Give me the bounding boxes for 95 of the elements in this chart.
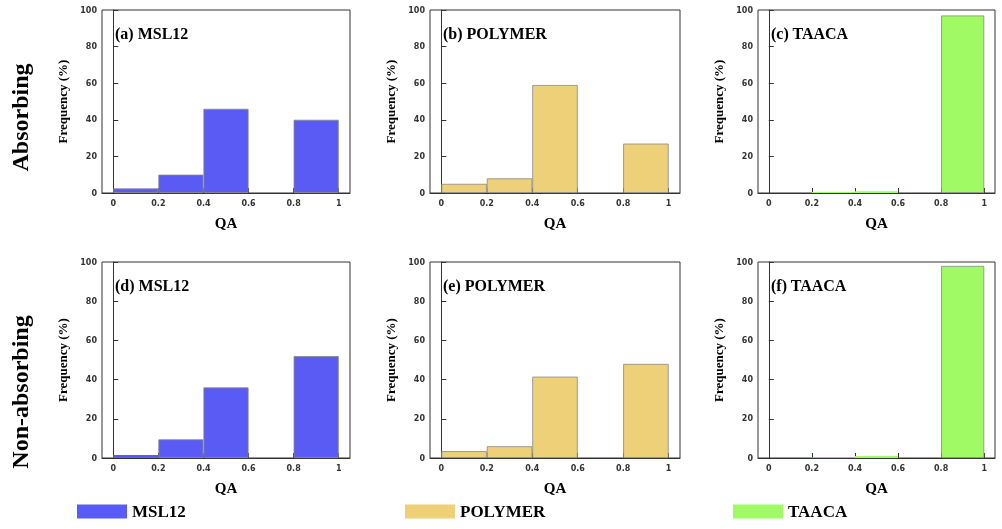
x-tick-label: 0 <box>765 463 772 473</box>
x-axis-title: QA <box>865 214 888 231</box>
x-tick-label: 0 <box>765 198 772 208</box>
text: (c) TAACA <box>771 24 849 43</box>
x-tick-label: 0.8 <box>616 198 631 208</box>
y-tick-label: 60 <box>741 335 754 345</box>
y-axis-title: Frequency (%) <box>383 59 399 144</box>
x-tick-label: 0 <box>438 463 445 473</box>
text: (e) POLYMER <box>443 276 546 295</box>
y-tick-label: 40 <box>85 375 98 385</box>
y-tick-label: 40 <box>413 375 426 385</box>
x-tick-label: 1 <box>981 463 988 473</box>
text: (b) POLYMER <box>443 24 548 43</box>
y-tick-label: 40 <box>413 115 426 125</box>
y-tick-label: 20 <box>85 414 98 424</box>
x-tick-label: 0.2 <box>151 198 166 208</box>
x-tick-label: 0.4 <box>196 463 211 473</box>
y-tick-label: 100 <box>408 5 426 15</box>
y-tick-label: 80 <box>85 42 98 52</box>
y-tick-label: 0 <box>747 188 754 198</box>
x-tick-label: 0.6 <box>890 198 906 208</box>
x-tick-label: 0.8 <box>286 198 302 208</box>
x-tick-label: 0.8 <box>934 198 949 208</box>
text: (d) MSL12 <box>115 276 190 295</box>
y-tick-label: 40 <box>85 115 98 125</box>
y-tick-label: 20 <box>413 151 426 161</box>
y-tick-label: 100 <box>736 257 754 267</box>
x-axis-title: QA <box>865 479 888 496</box>
x-axis-title: QA <box>214 214 238 231</box>
y-tick-label: 80 <box>741 296 754 306</box>
y-tick-label: 0 <box>91 188 98 198</box>
y-tick-label: 80 <box>413 42 426 52</box>
y-axis-title: Frequency (%) <box>383 318 399 402</box>
y-tick-label: 20 <box>85 151 98 161</box>
text: Non-absorbing <box>7 315 33 469</box>
legend-label: TAACA <box>788 502 848 521</box>
y-tick-label: 20 <box>741 151 754 161</box>
y-tick-label: 40 <box>741 115 754 125</box>
y-tick-label: 40 <box>741 375 754 385</box>
y-tick-label: 60 <box>413 78 426 88</box>
x-tick-label: 0.8 <box>934 463 949 473</box>
x-tick-label: 0.8 <box>286 463 302 473</box>
y-tick-label: 80 <box>85 296 98 306</box>
x-tick-label: 0.4 <box>525 463 540 473</box>
y-tick-label: 0 <box>747 453 754 463</box>
x-tick-label: 1 <box>335 198 342 208</box>
x-tick-label: 1 <box>665 198 672 208</box>
x-tick-label: 0 <box>438 198 445 208</box>
x-tick-label: 0.2 <box>151 463 166 473</box>
text: Absorbing <box>7 63 33 172</box>
x-tick-label: 0.4 <box>847 463 863 473</box>
x-tick-label: 0.2 <box>804 463 819 473</box>
y-axis-title: Frequency (%) <box>711 59 727 144</box>
x-tick-label: 1 <box>335 463 342 473</box>
x-tick-label: 0.2 <box>479 198 494 208</box>
x-tick-label: 0.4 <box>847 198 863 208</box>
x-tick-label: 0.2 <box>804 198 819 208</box>
y-tick-label: 80 <box>413 296 426 306</box>
legend-label: MSL12 <box>132 502 186 521</box>
x-tick-label: 0.4 <box>196 198 211 208</box>
y-tick-label: 100 <box>80 5 98 15</box>
y-tick-label: 100 <box>736 5 754 15</box>
y-tick-label: 0 <box>419 188 426 198</box>
x-tick-label: 0.6 <box>890 463 906 473</box>
y-axis-title: Frequency (%) <box>55 318 71 402</box>
text: (a) MSL12 <box>115 24 189 43</box>
y-tick-label: 20 <box>413 414 426 424</box>
y-tick-label: 100 <box>408 257 426 267</box>
y-tick-label: 60 <box>413 335 426 345</box>
legend-label: POLYMER <box>460 502 547 521</box>
y-axis-title: Frequency (%) <box>711 318 727 402</box>
y-tick-label: 80 <box>741 42 754 52</box>
y-tick-label: 20 <box>741 414 754 424</box>
x-tick-label: 0.8 <box>616 463 631 473</box>
x-axis-title: QA <box>214 479 238 496</box>
x-tick-label: 0.2 <box>479 463 494 473</box>
y-tick-label: 0 <box>419 453 426 463</box>
x-tick-label: 0 <box>110 463 117 473</box>
x-tick-label: 1 <box>981 198 988 208</box>
text: (f) TAACA <box>771 276 847 295</box>
y-tick-label: 100 <box>80 257 98 267</box>
x-axis-title: QA <box>543 214 567 231</box>
x-tick-label: 0.6 <box>570 198 586 208</box>
x-axis-title: QA <box>543 479 567 496</box>
x-tick-label: 0 <box>110 198 117 208</box>
x-tick-label: 1 <box>665 463 672 473</box>
x-tick-label: 0.6 <box>241 463 257 473</box>
y-tick-label: 60 <box>85 335 98 345</box>
y-tick-label: 60 <box>85 78 98 88</box>
y-axis-title: Frequency (%) <box>55 59 71 144</box>
x-tick-label: 0.6 <box>570 463 586 473</box>
x-tick-label: 0.6 <box>241 198 257 208</box>
x-tick-label: 0.4 <box>525 198 540 208</box>
y-tick-label: 60 <box>741 78 754 88</box>
y-tick-label: 0 <box>91 453 98 463</box>
